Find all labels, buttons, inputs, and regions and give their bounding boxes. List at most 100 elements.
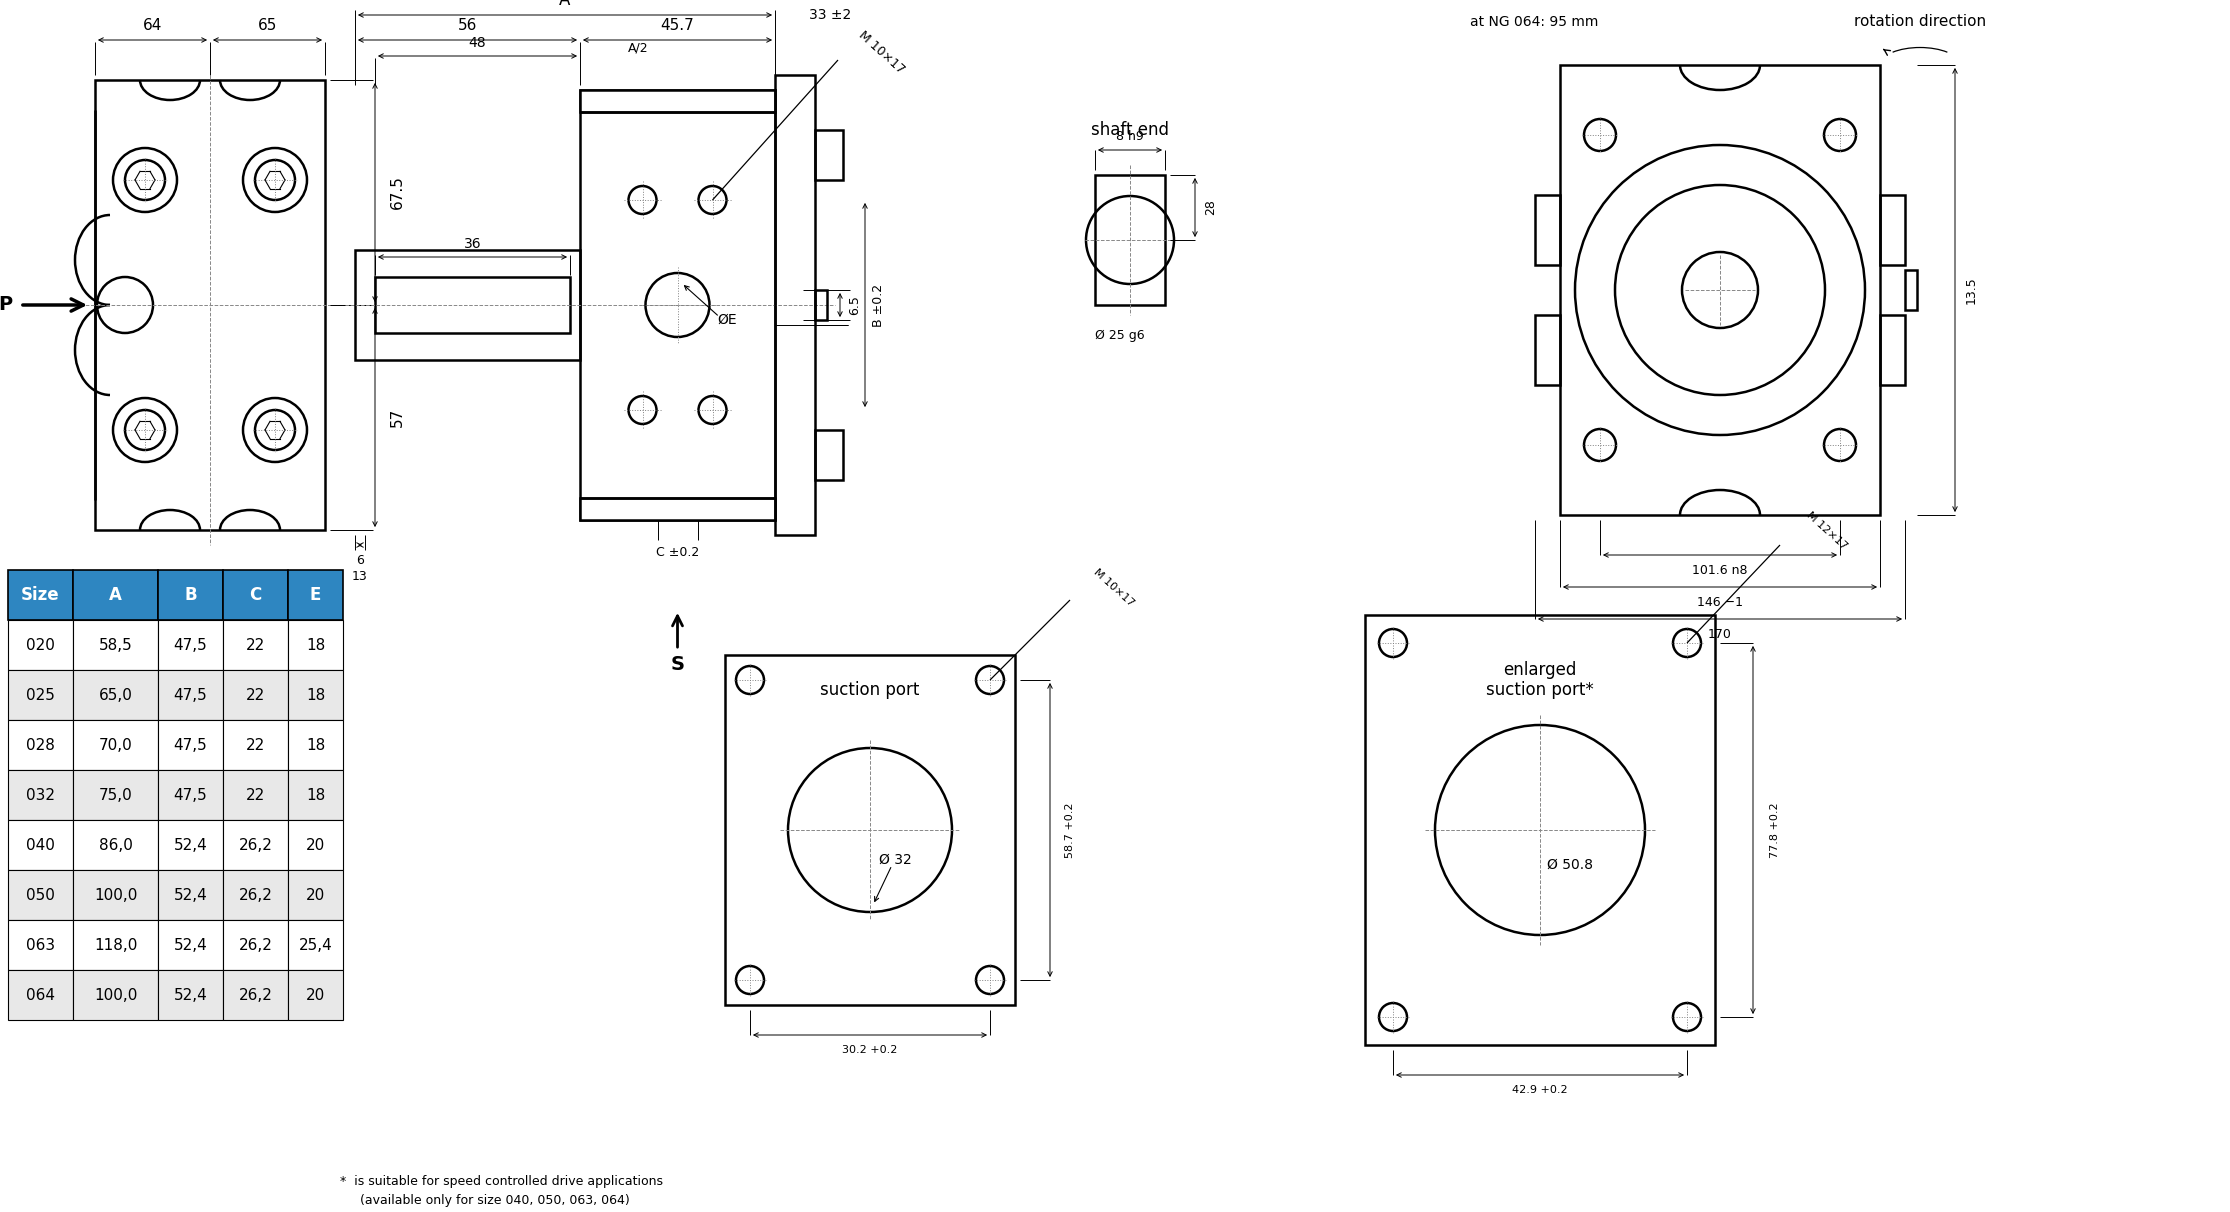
Text: 70,0: 70,0 [98,737,132,753]
Text: B: B [185,585,196,604]
Text: Ø 50.8: Ø 50.8 [1548,858,1592,871]
Text: 22: 22 [245,788,265,802]
Bar [223,621,288,670]
Text: ØE: ØE [718,313,738,327]
Bar [223,870,288,920]
Text: 26,2: 26,2 [239,837,272,852]
Text: 65: 65 [259,18,277,34]
Text: 22: 22 [245,638,265,652]
Bar [9,920,74,970]
Text: 13: 13 [352,570,368,583]
Bar [223,570,288,621]
Text: 75,0: 75,0 [98,788,132,802]
Text: 42.9 +0.2: 42.9 +0.2 [1512,1085,1568,1094]
Text: 47,5: 47,5 [174,788,207,802]
Bar [9,720,74,770]
Text: 20: 20 [306,887,326,903]
Bar [96,80,326,530]
Text: 050: 050 [27,887,56,903]
Bar [1095,175,1164,305]
Text: 032: 032 [27,788,56,802]
Text: P: P [0,296,11,314]
Bar [223,770,288,821]
Text: 64: 64 [143,18,163,34]
Text: enlarged
suction port*: enlarged suction port* [1485,661,1594,699]
Bar [288,720,343,770]
Bar [9,670,74,720]
Bar [223,821,288,870]
Bar [74,621,158,670]
Text: 52,4: 52,4 [174,938,207,953]
Bar [223,920,288,970]
Text: 58,5: 58,5 [98,638,132,652]
Bar [814,130,843,181]
Text: 48: 48 [468,36,486,50]
Bar [288,670,343,720]
Bar [158,870,223,920]
Bar [288,870,343,920]
Text: 30.2 +0.2: 30.2 +0.2 [843,1045,899,1054]
Bar [288,570,343,621]
Text: M 10×17: M 10×17 [1093,567,1137,608]
Text: Size: Size [22,585,60,604]
Text: 13.5: 13.5 [1965,276,1978,304]
Text: 18: 18 [306,788,326,802]
Text: 52,4: 52,4 [174,887,207,903]
Bar [9,621,74,670]
Text: 025: 025 [27,687,56,703]
Bar [9,570,74,621]
Text: 47,5: 47,5 [174,737,207,753]
Bar [223,670,288,720]
Bar [74,970,158,1021]
Bar [9,970,74,1021]
Text: 18: 18 [306,737,326,753]
Text: 100,0: 100,0 [94,988,138,1002]
Bar [74,570,158,621]
Bar [288,770,343,821]
Bar [74,670,158,720]
Text: S: S [671,656,685,675]
Text: M 12×17: M 12×17 [1804,510,1849,551]
Bar [158,970,223,1021]
Bar [1904,270,1918,310]
Text: 57: 57 [390,408,404,427]
Bar [74,870,158,920]
Bar [288,920,343,970]
Text: 28: 28 [1204,200,1218,216]
Text: 063: 063 [27,938,56,953]
Text: 45.7: 45.7 [660,18,694,34]
Text: 56: 56 [457,18,477,34]
Text: 028: 028 [27,737,56,753]
Text: 26,2: 26,2 [239,988,272,1002]
Text: 170: 170 [1708,628,1733,640]
Bar [9,770,74,821]
Text: 6: 6 [357,554,363,566]
Text: 26,2: 26,2 [239,887,272,903]
Text: 52,4: 52,4 [174,837,207,852]
Bar [580,90,776,112]
Bar [1534,315,1561,385]
Bar [74,821,158,870]
Bar [288,621,343,670]
Bar [223,720,288,770]
Bar [725,654,1015,1005]
Text: 8 h9: 8 h9 [1117,130,1144,143]
Text: 86,0: 86,0 [98,837,132,852]
Text: 33 ±2: 33 ±2 [809,8,852,22]
Text: 47,5: 47,5 [174,687,207,703]
Bar [355,250,580,360]
Bar [1880,195,1904,265]
Text: 65,0: 65,0 [98,687,132,703]
Text: 36: 36 [464,238,482,251]
Text: A: A [560,0,571,8]
Bar [158,670,223,720]
Text: 18: 18 [306,638,326,652]
Bar [9,821,74,870]
Text: 040: 040 [27,837,56,852]
Text: 20: 20 [306,988,326,1002]
Bar [1534,195,1561,265]
Bar [74,770,158,821]
Bar [158,720,223,770]
Bar [158,621,223,670]
Text: 26,2: 26,2 [239,938,272,953]
